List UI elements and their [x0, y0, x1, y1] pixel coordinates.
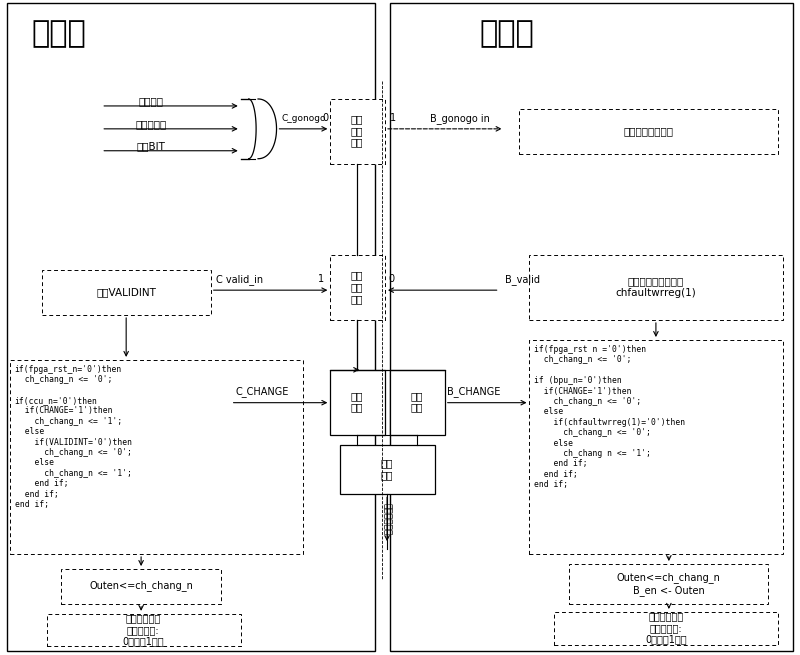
Text: 软件BIT: 软件BIT	[137, 141, 166, 151]
Text: 通道切换逻辑: 通道切换逻辑	[382, 503, 391, 535]
Text: 0: 0	[322, 113, 329, 123]
Text: 控制输出信号
使能或禁止:
0禁止，1使能: 控制输出信号 使能或禁止: 0禁止，1使能	[645, 611, 686, 645]
Text: 故障切换控制寄存器
chfaultwrreg(1): 故障切换控制寄存器 chfaultwrreg(1)	[615, 276, 696, 298]
Text: 从设备: 从设备	[480, 19, 534, 48]
Bar	[330, 99, 385, 164]
Text: 光耦
隔离: 光耦 隔离	[381, 458, 394, 480]
Bar	[554, 612, 778, 645]
Bar	[519, 109, 778, 154]
Bar	[570, 564, 769, 604]
Text: 光耦
反相
隔离: 光耦 反相 隔离	[351, 271, 363, 304]
Bar	[390, 370, 445, 434]
Text: 主设备: 主设备	[31, 19, 86, 48]
Text: B_gonogo in: B_gonogo in	[430, 113, 490, 124]
Bar	[530, 340, 783, 554]
Text: 故障中断输入通定: 故障中断输入通定	[624, 126, 674, 136]
Text: C_gonogo: C_gonogo	[282, 114, 326, 123]
Bar	[330, 255, 385, 320]
Text: 光耦
反相
隔离: 光耦 反相 隔离	[351, 114, 363, 147]
Bar	[340, 445, 435, 495]
Text: B_CHANGE: B_CHANGE	[447, 386, 500, 397]
Bar	[42, 271, 211, 315]
Text: 半稳
电路: 半稳 电路	[410, 391, 423, 413]
Text: Outen<=ch_chang_n: Outen<=ch_chang_n	[89, 580, 193, 591]
Bar	[530, 255, 783, 320]
Text: 产生VALIDINT: 产生VALIDINT	[96, 287, 156, 297]
Text: C valid_in: C valid_in	[216, 274, 263, 285]
Text: B_valid: B_valid	[505, 274, 539, 285]
Text: Outen<=ch_chang_n
B_en <- Outen: Outen<=ch_chang_n B_en <- Outen	[617, 572, 721, 595]
Text: C_CHANGE: C_CHANGE	[236, 386, 289, 397]
Text: 控制输出信号
使能或禁止:
0禁止，1使能: 控制输出信号 使能或禁止: 0禁止，1使能	[122, 613, 164, 646]
Text: if(fpga_rst_n='0')then
  ch_chang_n <= '0';

if(ccu_n='0')then
  if(CHANGE='1')t: if(fpga_rst_n='0')then ch_chang_n <= '0'…	[14, 365, 132, 509]
Bar	[46, 614, 241, 646]
Bar	[6, 3, 375, 650]
Bar	[62, 569, 221, 604]
Bar	[390, 3, 794, 650]
Text: 看门狗报警: 看门狗报警	[135, 119, 166, 129]
Text: 1: 1	[390, 113, 396, 123]
Text: if(fpga_rst n ='0')then
  ch_chang_n <= '0';

if (bpu_n='0')then
  if(CHANGE='1': if(fpga_rst n ='0')then ch_chang_n <= '0…	[534, 345, 686, 489]
Bar	[330, 370, 385, 434]
Text: 1: 1	[318, 274, 325, 284]
Text: 0: 0	[388, 274, 394, 284]
Bar	[10, 360, 303, 554]
Text: 电源失效: 电源失效	[138, 96, 163, 106]
Text: 半稳
电路: 半稳 电路	[351, 391, 363, 413]
